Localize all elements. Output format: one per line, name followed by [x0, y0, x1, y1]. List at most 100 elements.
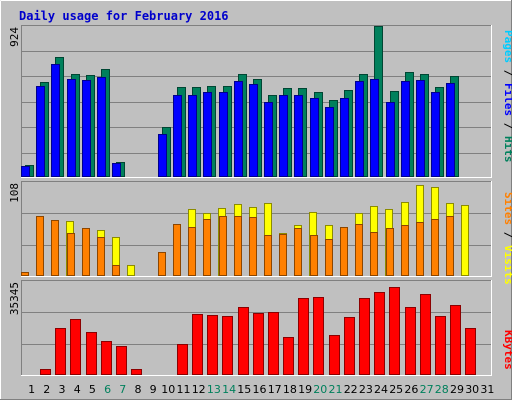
bar-files-day-28 — [431, 92, 440, 177]
bar-kbytes-day-24 — [389, 287, 400, 375]
bar-sites-day-7 — [112, 265, 120, 276]
bar-kbytes-day-11 — [192, 314, 203, 375]
y-max-label: 35345 — [8, 282, 21, 315]
x-tick-label: 15 — [237, 383, 251, 396]
x-tick-label: 20 — [313, 383, 327, 396]
bar-files-day-17 — [264, 102, 273, 177]
bar-sites-day-18 — [279, 234, 287, 276]
bar-files-day-19 — [294, 95, 303, 177]
x-tick-label: 27 — [420, 383, 434, 396]
bar-kbytes-day-26 — [420, 294, 431, 375]
bar-kbytes-day-20 — [329, 335, 340, 375]
bar-files-day-7 — [112, 163, 121, 177]
chart-panels: 924 Pages / Files / Hits 108 Sites / Visits… — [8, 25, 512, 376]
bar-sites-day-29 — [446, 216, 454, 276]
bar-sites-day-1 — [21, 272, 29, 276]
bar-files-day-13 — [203, 92, 212, 177]
bar-sites-day-14 — [219, 216, 227, 276]
bar-kbytes-day-19 — [313, 297, 324, 375]
bar-sites-day-6 — [97, 237, 105, 276]
bar-kbytes-day-4 — [86, 332, 97, 375]
x-tick-label: 17 — [268, 383, 282, 396]
legend-entry: Visits — [502, 245, 512, 285]
x-tick-label: 6 — [104, 383, 111, 396]
bar-sites-day-4 — [67, 233, 75, 276]
chart-title: Daily usage for February 2016 — [19, 9, 229, 23]
legend-entry: / — [502, 225, 512, 245]
x-axis-labels: 1 2 3 4 5 6 7 8 9 10 11 12 13 14 15 16 17 18 19 20 21 22 23 24 2… — [28, 383, 494, 396]
x-tick-label: 26 — [404, 383, 418, 396]
y-max-label: 108 — [8, 183, 21, 203]
bar-files-day-11 — [173, 95, 182, 177]
x-tick-label: 10 — [161, 383, 175, 396]
bar-kbytes-day-27 — [435, 316, 446, 375]
bar-kbytes-day-14 — [238, 307, 249, 375]
bar-kbytes-day-15 — [253, 313, 264, 375]
bar-kbytes-day-2 — [55, 328, 66, 375]
x-tick-label: 31 — [480, 383, 494, 396]
bar-kbytes-day-6 — [116, 346, 127, 375]
bar-files-day-12 — [188, 95, 197, 177]
bar-kbytes-day-23 — [374, 292, 385, 375]
legend-entry: Hits — [502, 136, 512, 163]
bar-kbytes-day-5 — [101, 341, 112, 375]
x-tick-label: 8 — [135, 383, 142, 396]
bar-files-day-27 — [416, 80, 425, 177]
panel-legend: KBytes — [502, 330, 512, 370]
bar-sites-day-3 — [51, 220, 59, 276]
x-tick-label: 5 — [89, 383, 96, 396]
bar-sites-day-22 — [340, 227, 348, 276]
panel-legend: Pages / Files / Hits — [502, 30, 512, 163]
legend-entry: KBytes — [502, 330, 512, 370]
bar-kbytes-day-3 — [70, 319, 81, 375]
bar-sites-day-19 — [294, 228, 302, 276]
x-tick-label: 2 — [43, 383, 50, 396]
bar-files-day-26 — [401, 81, 410, 177]
bar-files-day-29 — [446, 83, 455, 177]
bar-kbytes-day-7 — [131, 369, 142, 375]
bar-kbytes-day-13 — [222, 316, 233, 375]
bar-files-day-4 — [67, 79, 76, 177]
bar-files-day-16 — [249, 84, 258, 177]
bar-kbytes-day-16 — [268, 312, 279, 375]
bar-sites-day-2 — [36, 216, 44, 276]
x-tick-label: 24 — [374, 383, 388, 396]
x-tick-label: 25 — [389, 383, 403, 396]
bar-visits-day-7 — [127, 265, 135, 276]
x-tick-label: 23 — [359, 383, 373, 396]
bar-sites-day-25 — [386, 228, 394, 276]
x-tick-label: 19 — [298, 383, 312, 396]
bar-files-day-18 — [279, 95, 288, 177]
bar-sites-day-26 — [401, 225, 409, 276]
x-tick-label: 7 — [119, 383, 126, 396]
bar-files-day-15 — [234, 81, 243, 177]
bar-kbytes-day-25 — [405, 307, 416, 375]
bar-files-day-20 — [310, 98, 319, 177]
bar-kbytes-day-18 — [298, 298, 309, 375]
bar-kbytes-day-1 — [40, 369, 51, 375]
bar-sites-day-10 — [158, 252, 166, 276]
bar-kbytes-day-28 — [450, 305, 461, 375]
bar-sites-day-27 — [416, 222, 424, 276]
bar-kbytes-day-21 — [344, 317, 355, 375]
y-max-label: 924 — [8, 27, 21, 47]
panel-legend: Sites / Visits — [502, 192, 512, 285]
bar-kbytes-day-29 — [465, 328, 476, 375]
x-tick-label: 13 — [207, 383, 221, 396]
x-tick-label: 21 — [329, 383, 343, 396]
bar-sites-day-20 — [310, 235, 318, 276]
bar-sites-day-24 — [370, 232, 378, 276]
bar-files-day-22 — [340, 98, 349, 177]
bar-files-day-23 — [355, 81, 364, 177]
bar-kbytes-day-12 — [207, 315, 218, 375]
bar-files-day-25 — [386, 102, 395, 177]
x-tick-label: 16 — [253, 383, 267, 396]
legend-entry: Files — [502, 83, 512, 116]
bar-sites-day-16 — [249, 217, 257, 276]
bar-files-day-5 — [82, 80, 91, 177]
bar-sites-day-28 — [431, 219, 439, 276]
legend-entry: Sites — [502, 192, 512, 225]
bar-files-day-2 — [36, 86, 45, 177]
legend-entry: Pages — [502, 30, 512, 63]
bar-files-day-21 — [325, 107, 334, 177]
